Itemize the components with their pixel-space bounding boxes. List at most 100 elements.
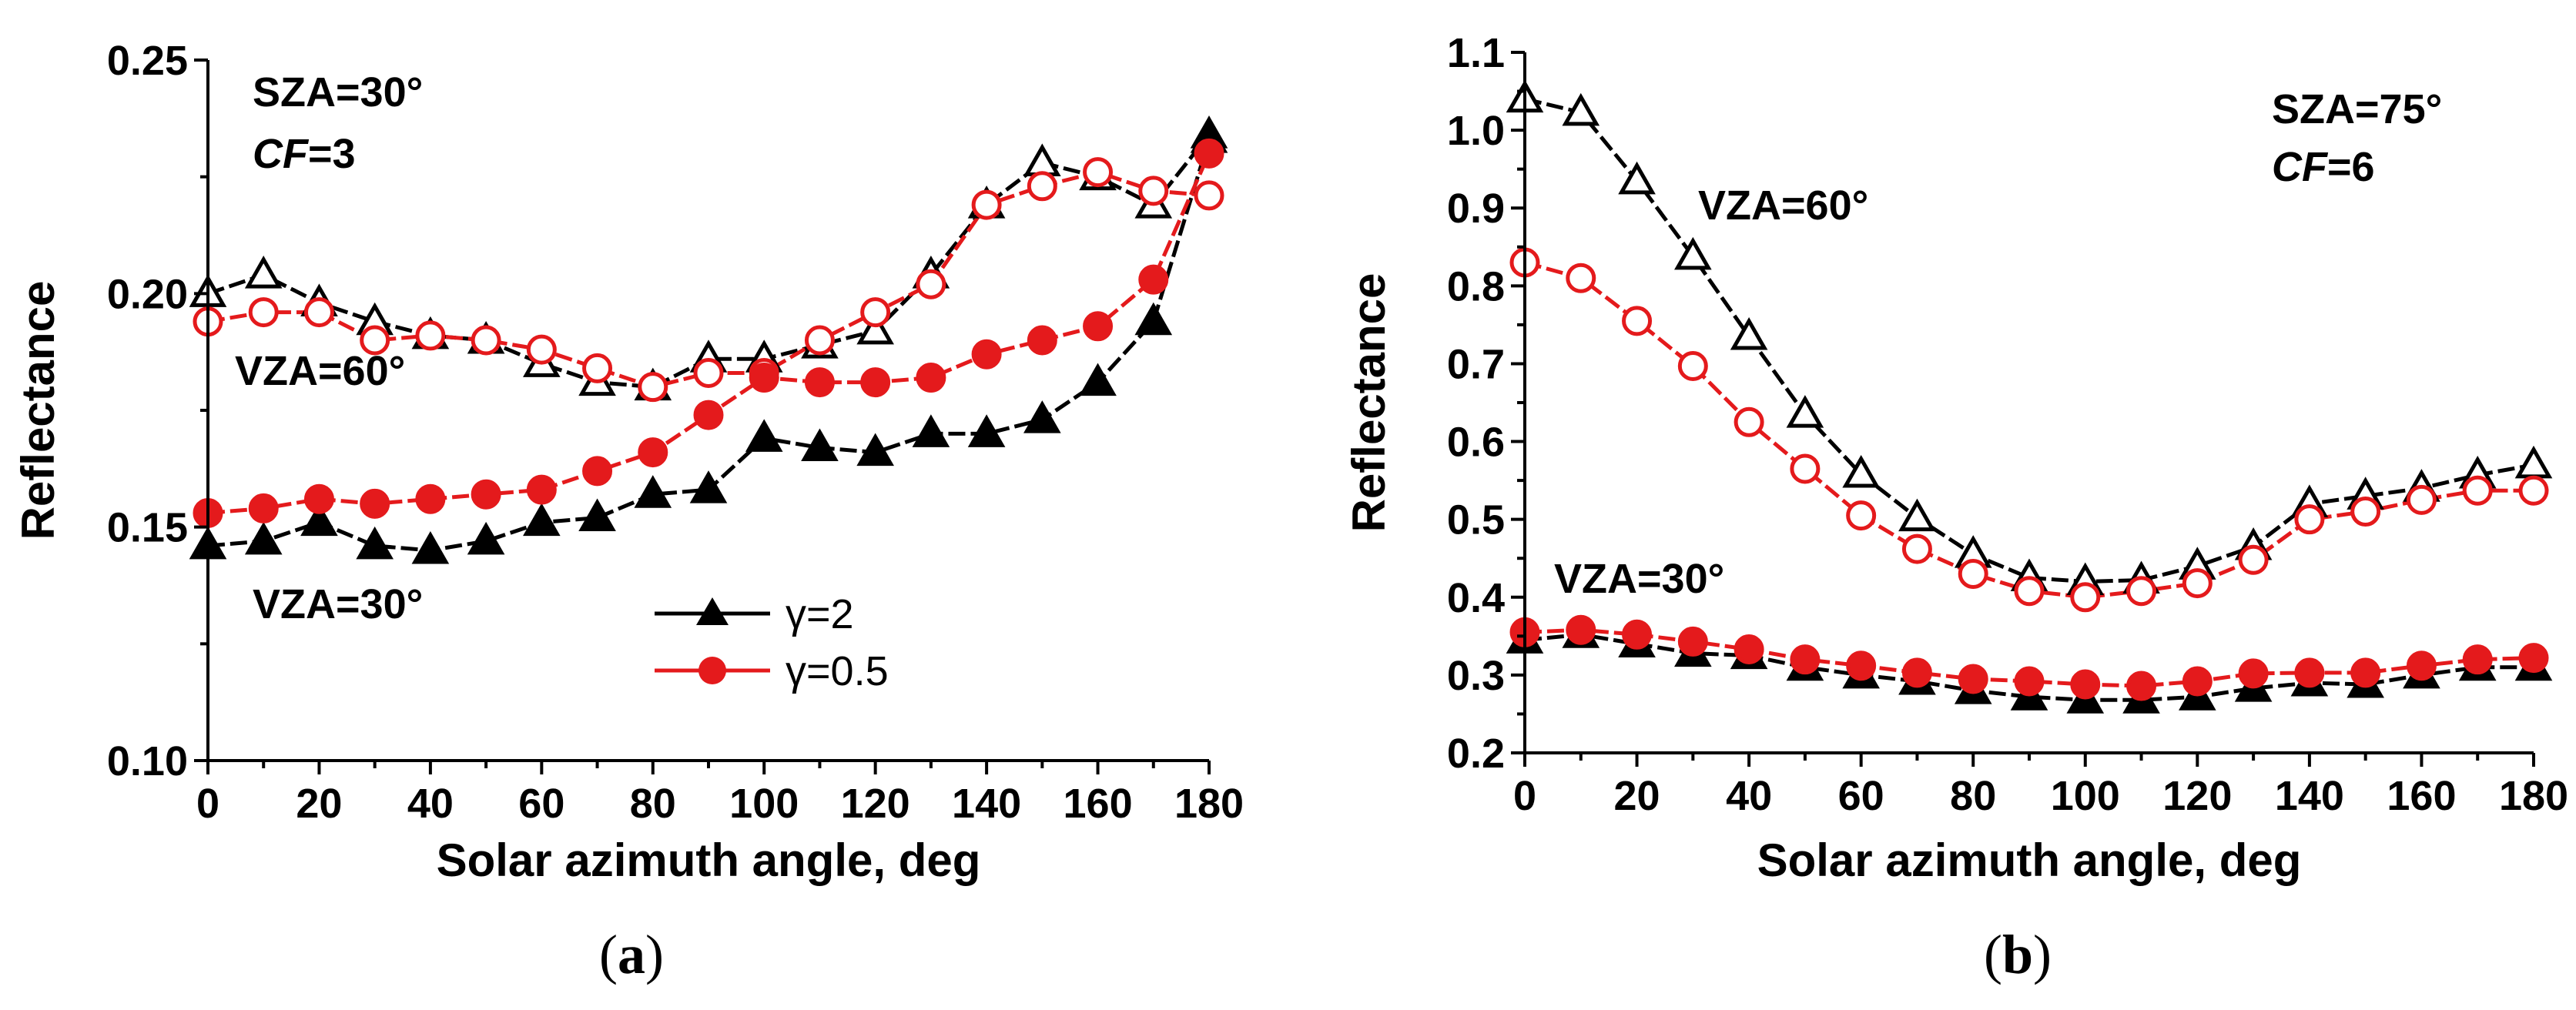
panel-a-label-close: ) xyxy=(645,924,664,985)
panel-b-xtick-label: 120 xyxy=(2162,773,2232,819)
panel-a-ylabel: Reflectance xyxy=(12,281,64,540)
panel-a-xtick-label: 120 xyxy=(841,781,910,827)
panel-b-series-markers-1 xyxy=(1509,247,2549,613)
data-point xyxy=(2294,504,2325,535)
data-point xyxy=(1790,453,1821,484)
data-point xyxy=(1138,176,1169,206)
panel-a-xtick-label: 180 xyxy=(1174,781,1244,827)
data-point xyxy=(1958,558,1988,589)
panel-a-xtick-label: 100 xyxy=(729,781,799,827)
data-point xyxy=(526,334,557,365)
data-point xyxy=(411,530,450,564)
data-point xyxy=(2514,445,2553,479)
data-point xyxy=(1901,533,1932,564)
panel-b-ytick-label: 0.9 xyxy=(1447,186,1505,232)
data-point xyxy=(745,419,783,452)
data-point xyxy=(1194,138,1224,169)
data-point xyxy=(801,428,839,462)
panel-b-label-open: ( xyxy=(1984,924,2002,985)
panel-a-xlabel: Solar azimuth angle, deg xyxy=(437,834,981,886)
data-point xyxy=(1622,619,1653,650)
data-point xyxy=(967,414,1006,447)
data-point xyxy=(2014,576,2045,607)
data-point xyxy=(1023,143,1061,176)
data-point xyxy=(860,367,891,398)
panel-b-ytick-label: 0.4 xyxy=(1447,575,1505,621)
panel-b-series-markers-3 xyxy=(1509,614,2549,701)
data-point xyxy=(471,325,501,356)
data-point xyxy=(360,325,390,356)
data-point xyxy=(471,479,501,510)
panel-a-label-open: ( xyxy=(599,924,618,985)
data-point xyxy=(1027,325,1057,356)
data-point xyxy=(860,297,891,328)
legend-label-gamma2: γ=2 xyxy=(786,591,854,637)
panel-b-ylabel: Reflectance xyxy=(1343,273,1395,533)
data-point xyxy=(1023,400,1061,433)
data-point xyxy=(2238,658,2269,689)
data-point xyxy=(1138,264,1169,295)
data-point xyxy=(856,433,894,467)
panel-a-series-markers-1 xyxy=(193,157,1224,403)
panel-b-series-line-1 xyxy=(1524,260,2534,600)
data-point xyxy=(578,498,616,532)
data-point xyxy=(1027,171,1057,202)
panel-b-xtick-label: 0 xyxy=(1513,773,1536,819)
data-point xyxy=(2238,544,2269,575)
data-point xyxy=(2014,666,2045,697)
data-point xyxy=(634,475,672,508)
panel-b-cf-value: =6 xyxy=(2327,144,2375,190)
data-point xyxy=(526,474,557,505)
data-point xyxy=(1958,664,1988,694)
data-point xyxy=(523,503,561,537)
data-point xyxy=(1734,406,1764,437)
panel-a-xtick-label: 60 xyxy=(518,781,564,827)
panel-b-series-markers-0 xyxy=(1506,79,2553,596)
panel-a-vza60-label: VZA=60° xyxy=(235,348,405,394)
panel-a-label-letter: a xyxy=(618,924,645,985)
data-point xyxy=(1618,161,1656,195)
data-point xyxy=(2182,568,2213,599)
panel-a-plot-area xyxy=(189,115,1228,564)
panel-b-xtick-label: 140 xyxy=(2275,773,2344,819)
panel-b-ytick-label: 0.6 xyxy=(1447,420,1505,466)
panel-b: 0 20 40 60 80 100 120 140 160 180 0.2 0.3 0.4 0.5 0.6 0… xyxy=(1343,30,2568,985)
panel-b-ticks: 0 20 40 60 80 100 120 140 160 180 0.2 0.3 0.4 0.5 0.6 0… xyxy=(1447,30,2568,819)
data-point xyxy=(415,483,446,514)
data-point xyxy=(856,311,894,345)
panel-b-ytick-label: 0.5 xyxy=(1447,497,1505,543)
data-point xyxy=(2294,657,2325,688)
panel-b-label: (b) xyxy=(1984,924,2052,985)
data-point xyxy=(1677,350,1708,381)
panel-a-cf-label: CF=3 xyxy=(253,131,356,177)
panel-b-xtick-label: 40 xyxy=(1726,773,1772,819)
panel-b-xtick-label: 100 xyxy=(2051,773,2120,819)
data-point xyxy=(1566,614,1596,645)
panel-b-series-markers-2 xyxy=(1506,615,2553,714)
data-point xyxy=(749,363,779,393)
panel-a-ytick-label: 0.10 xyxy=(107,738,188,784)
panel-b-cf-label: CF=6 xyxy=(2272,144,2375,190)
data-point xyxy=(2462,475,2493,506)
data-point xyxy=(303,297,334,328)
panel-a-label: (a) xyxy=(599,924,664,985)
data-point xyxy=(1083,311,1114,342)
data-point xyxy=(638,372,668,403)
panel-b-vza60-label: VZA=60° xyxy=(1698,182,1868,229)
data-point xyxy=(1790,644,1821,675)
panel-a-series-markers-2 xyxy=(189,120,1228,564)
panel-a-xtick-label: 0 xyxy=(196,781,219,827)
panel-a-legend: γ=2 γ=0.5 xyxy=(655,591,889,694)
data-point xyxy=(415,320,446,351)
data-point xyxy=(303,483,334,514)
legend-label-gamma05: γ=0.5 xyxy=(786,648,889,694)
data-point xyxy=(2406,650,2437,681)
panel-b-plot-area xyxy=(1506,79,2553,714)
data-point xyxy=(1786,395,1824,428)
panel-b-xtick-label: 160 xyxy=(2387,773,2456,819)
panel-a: 0 20 40 60 80 100 120 140 160 180 0.10 0.15 0.20 0.25… xyxy=(12,38,1244,985)
data-point xyxy=(1898,498,1936,532)
data-point xyxy=(916,363,946,393)
data-point xyxy=(638,437,668,468)
